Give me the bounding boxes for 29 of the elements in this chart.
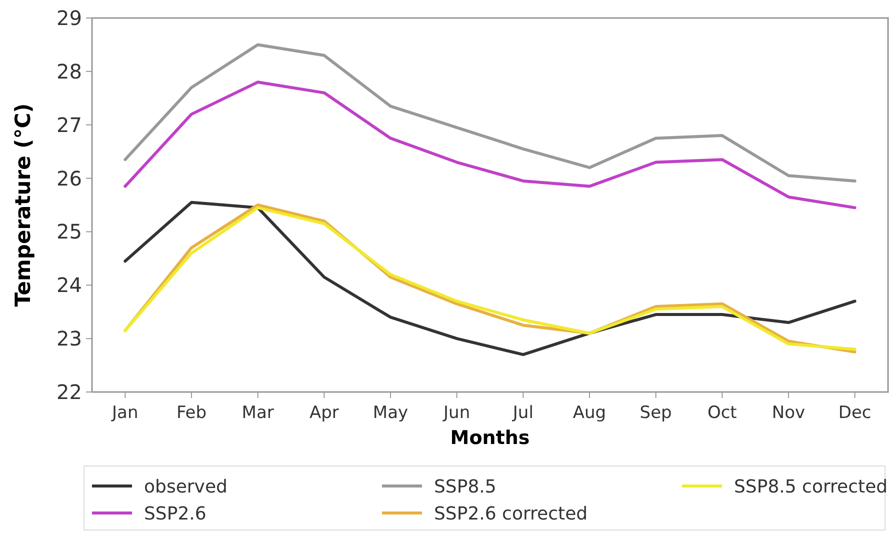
- x-tick-label: Sep: [640, 403, 672, 423]
- legend-label: SSP2.6 corrected: [434, 503, 588, 524]
- x-tick-label: Mar: [242, 403, 274, 423]
- x-tick-label: Feb: [176, 403, 207, 423]
- legend-label: SSP2.6: [144, 503, 206, 524]
- x-tick-label: Jul: [512, 403, 534, 423]
- y-tick-label: 29: [56, 6, 82, 30]
- x-tick-label: Oct: [707, 403, 738, 423]
- x-tick-label: May: [372, 403, 408, 423]
- legend-label: observed: [144, 476, 228, 498]
- y-axis-title: Temperature (°C): [11, 103, 35, 307]
- y-tick-label: 26: [56, 166, 82, 190]
- y-tick-label: 28: [56, 59, 82, 84]
- x-tick-label: Dec: [838, 403, 872, 423]
- x-tick-label: Aug: [572, 403, 606, 423]
- y-tick-label: 23: [56, 326, 82, 351]
- x-tick-label: Nov: [772, 403, 806, 423]
- y-tick-label: 25: [56, 220, 82, 244]
- x-axis-title: Months: [450, 427, 530, 449]
- legend-label: SSP8.5 corrected: [734, 476, 888, 498]
- y-tick-label: 22: [56, 380, 82, 404]
- x-tick-label: Jan: [111, 403, 138, 423]
- y-tick-label: 27: [56, 112, 82, 137]
- x-tick-label: Jun: [442, 403, 470, 423]
- line-series: [124, 43, 856, 182]
- x-tick-label: Apr: [309, 403, 339, 423]
- y-tick-label: 24: [56, 273, 82, 298]
- legend-label: SSP8.5: [434, 476, 496, 498]
- line-series: [124, 80, 856, 210]
